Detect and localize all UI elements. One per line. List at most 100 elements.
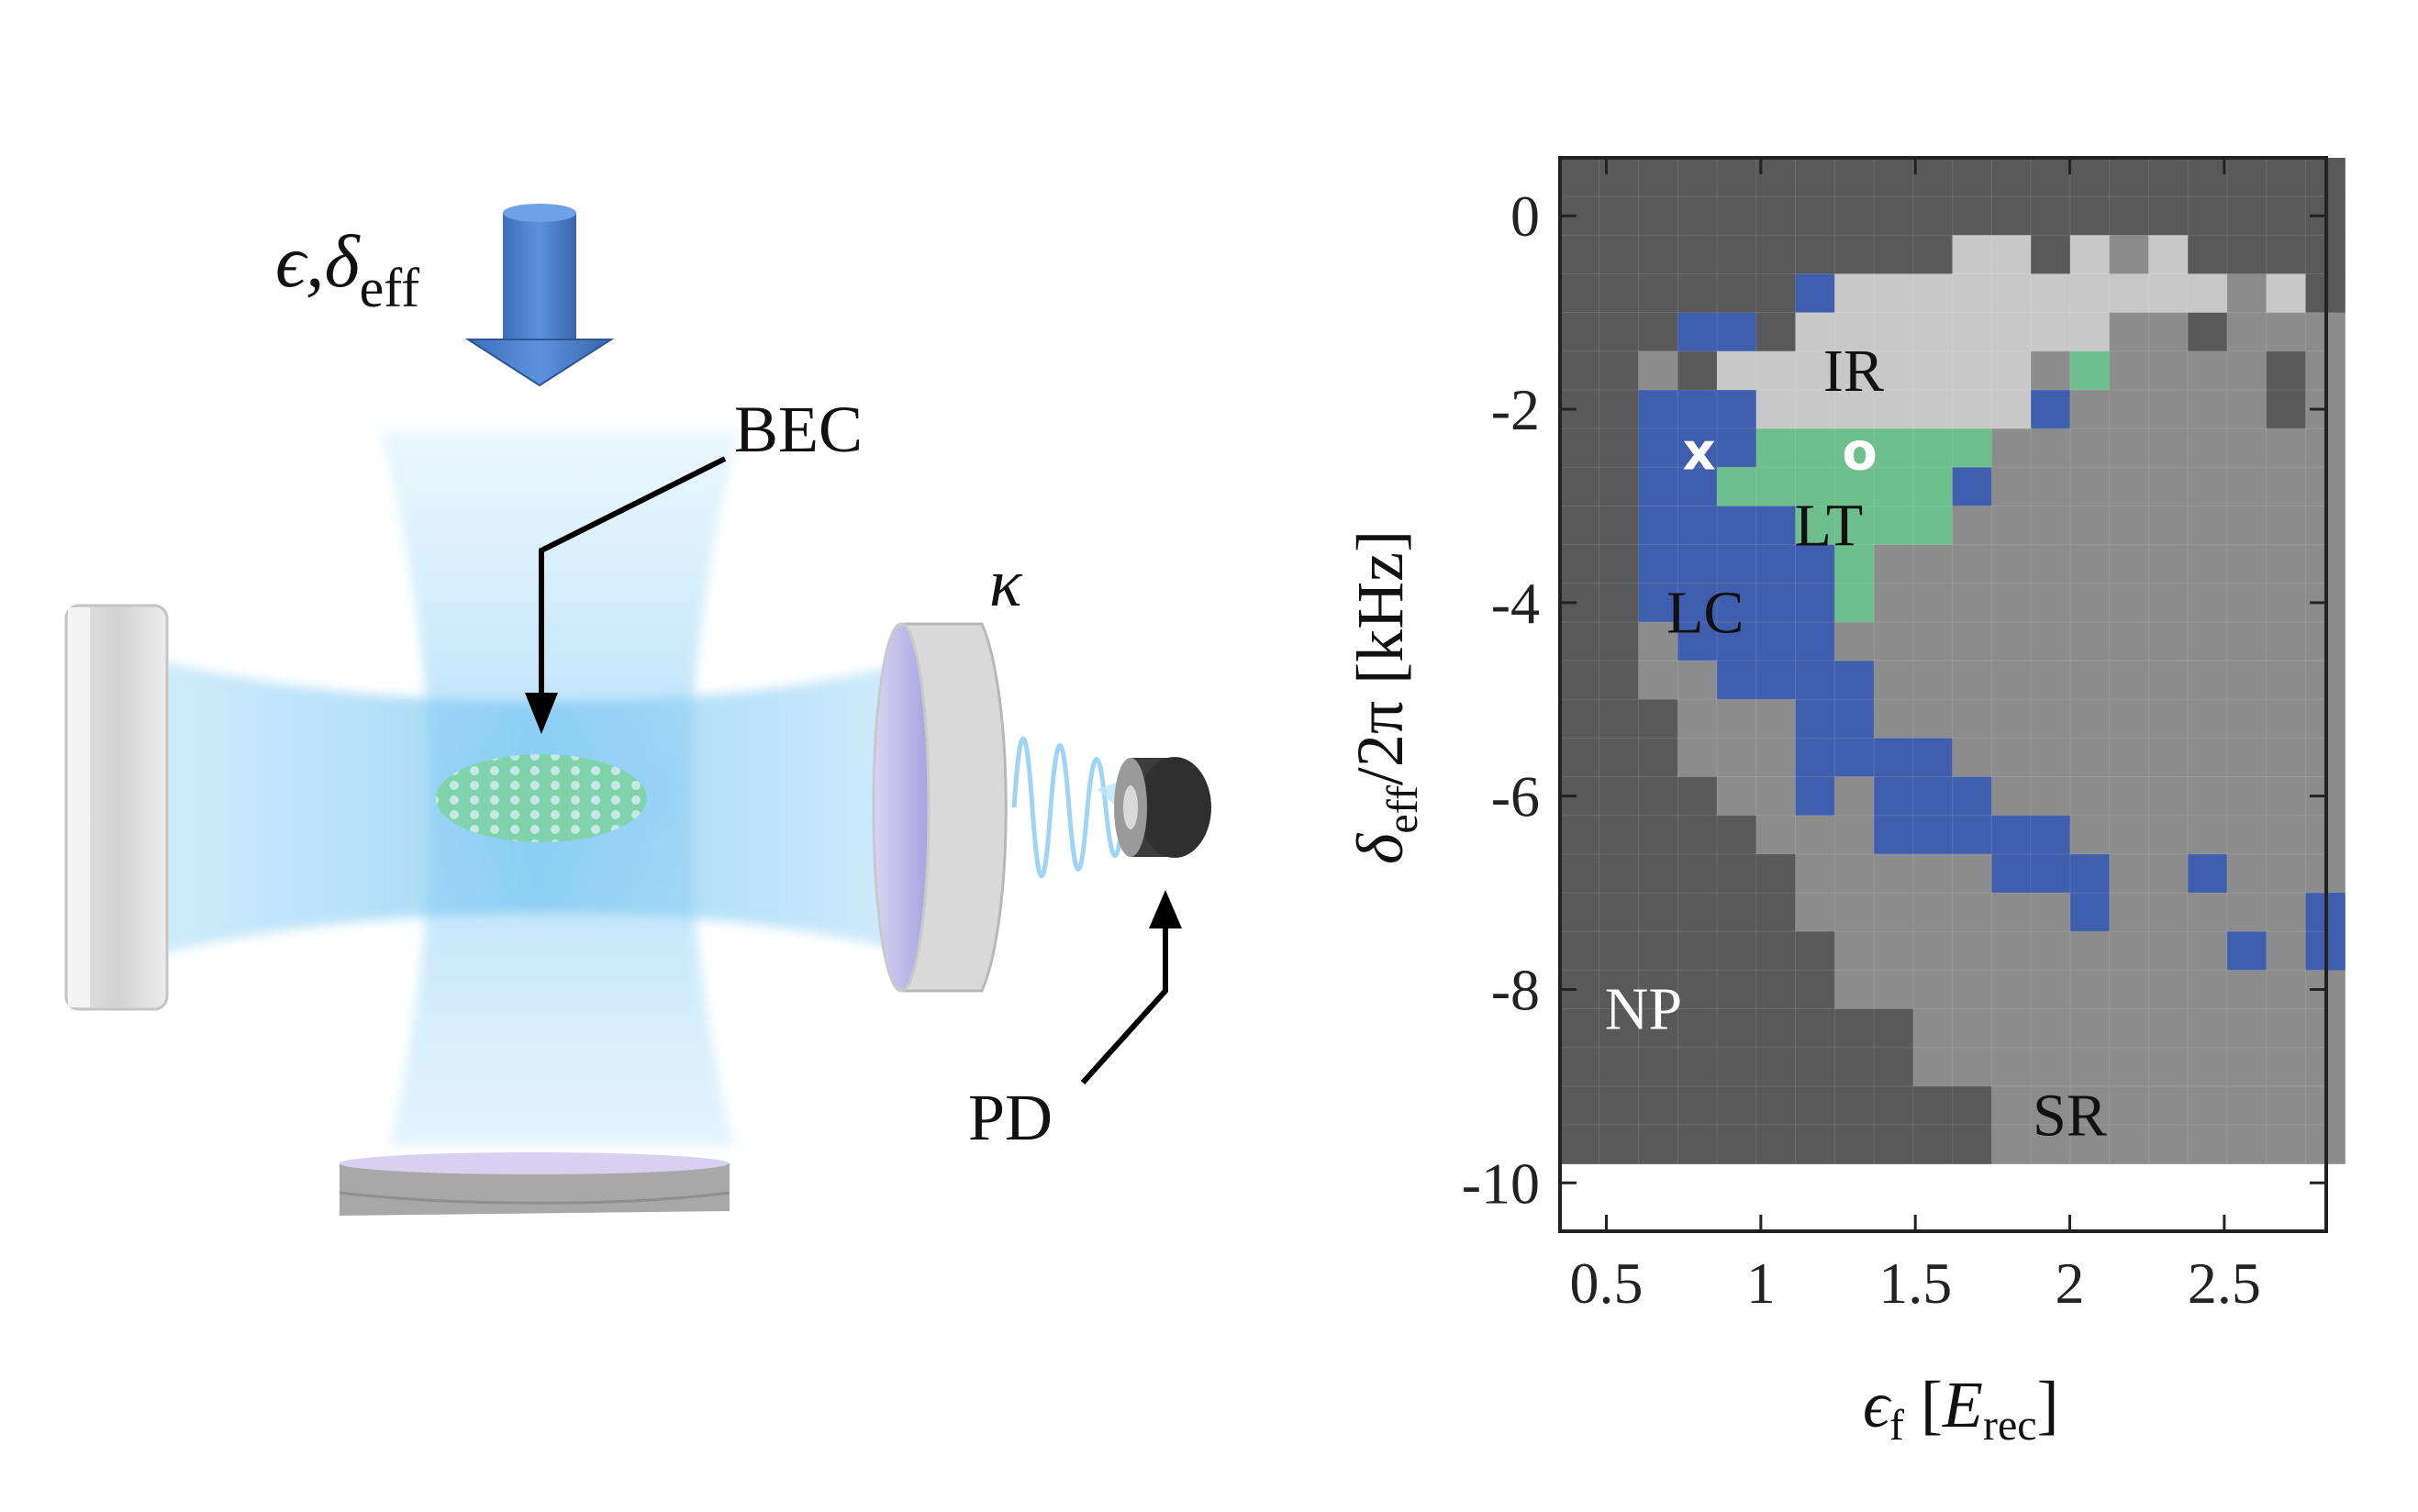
heatmap-cell-sr [2031,970,2071,1010]
heatmap-cell-ir [1952,273,1992,314]
heatmap-cell-np [1717,970,1757,1010]
heatmap-cell-sr [2031,1125,2071,1164]
heatmap-cell-np [1795,196,1835,236]
heatmap-cell-np [1560,158,1600,197]
x-tick-label: 1 [1746,1251,1776,1316]
heatmap-cell-sr [2148,970,2189,1010]
heatmap-cell-np [1599,699,1640,739]
heatmap-cell-np [1912,158,1954,197]
heatmap-cell-sr [1952,506,1992,546]
heatmap-cell-sr [2148,815,2189,855]
heatmap-cell-lc [1717,544,1757,584]
heatmap-cell-sr [2266,428,2307,468]
heatmap-cell-np [1874,1085,1914,1126]
heatmap-cell-lt [1952,428,1992,468]
heatmap-cell-ir [1795,312,1835,352]
heatmap-cell-np [1560,893,1600,932]
heatmap-cell-np [2226,235,2268,275]
heatmap-cell-np [1874,1047,1914,1087]
heatmap-cell-lt [1834,544,1875,584]
heatmap-cell-ir [1874,273,1914,314]
heatmap-cell-sr [2069,699,2111,739]
heatmap-cell-lc [1717,506,1757,546]
heatmap-cell-lc [1638,583,1678,623]
heatmap-cell-np [1560,1085,1600,1126]
heatmap-cell-np [2266,350,2307,391]
heatmap-cell-np [1599,235,1640,275]
heatmap-cell-np [1599,893,1640,932]
heatmap-cell-lc [1638,506,1678,546]
kappa-label: κ [989,546,1023,621]
heatmap-cell-lc [1677,583,1718,623]
heatmap-cell-np [1755,931,1797,972]
heatmap-cell-sr [1912,544,1954,584]
heatmap-cell-np [1599,428,1640,468]
heatmap-cell-sr [2031,428,2071,468]
heatmap-cell-sr [2031,467,2071,507]
heatmap-cell-lt [1912,428,1954,468]
heatmap-cell-ir [2069,312,2111,352]
heatmap-cell-np [2188,235,2228,275]
heatmap-cell-sr [2226,621,2268,662]
heatmap-cell-lt [1795,428,1835,468]
heatmap-cell-np [1599,621,1640,662]
heatmap-cell-sr [1874,661,1914,700]
heatmap-cell-np [2266,389,2307,429]
heatmap-cell-lc [1834,661,1875,700]
heatmap-cell-np [1991,196,2032,236]
region-label-ir: IR [1823,338,1884,405]
heatmap-cell-np [1717,235,1757,275]
heatmap-cell-sr [2031,1008,2071,1049]
heatmap-cell-sr [1912,931,1954,972]
heatmap-cell-ir [2031,273,2071,314]
heatmap-cell-sr [1912,1047,1954,1087]
heatmap-cell-sr [2226,350,2268,391]
x-tick-label: 1.5 [1878,1251,1952,1316]
y-tick-label: 0 [1510,183,1540,249]
heatmap-cell-np [1560,273,1600,314]
heatmap-cell-np [1638,853,1678,894]
heatmap-cell-np [1755,196,1797,236]
heatmap-cell-lc [1677,312,1718,352]
heatmap-cell-sr [1834,970,1875,1010]
heatmap-cell-lc [1717,621,1757,662]
heatmap-cell-np [2266,158,2307,197]
heatmap-cell-sr [2031,738,2071,778]
pd-label: PD [968,1081,1053,1154]
heatmap-cell-np [1991,158,2032,197]
heatmap-cell-sr [2148,853,2189,894]
heatmap-cell-np [1560,738,1600,778]
heatmap-cell-np [1560,235,1600,275]
heatmap-cell-sr [2188,699,2228,739]
x-tick-label: 2.5 [2188,1251,2261,1316]
heatmap-cell-np [1560,350,1600,391]
heatmap-cell-np [1717,853,1757,894]
heatmap-cell-sr [2031,350,2071,391]
heatmap-cell-ir [2069,273,2111,314]
heatmap-cell-ir [1874,350,1914,391]
heatmap-cell-ir [1952,312,1992,352]
pd-pointer-arrowhead [1149,890,1182,928]
heatmap-cell-sr [1991,776,2032,817]
heatmap-cell-np [1599,583,1640,623]
heatmap-cell-sr [2031,506,2071,546]
heatmap-cell-sr [1912,893,1954,932]
heatmap-cell-np [1755,1008,1797,1049]
heatmap-cell-np [1677,1085,1718,1126]
heatmap-cell-sr [2148,428,2189,468]
heatmap-cell-lc [1952,467,1992,507]
heatmap-cell-sr [2148,738,2189,778]
heatmap-cell-np [1560,506,1600,546]
heatmap-cell-sr [2148,467,2189,507]
heatmap-cell-sr [1991,1047,2032,1087]
heatmap-cell-sr [2266,661,2307,700]
heatmap-cell-lt [1834,583,1875,623]
heatmap-cell-sr [2069,428,2111,468]
heatmap-cell-lt [1834,467,1875,507]
heatmap-cell-sr [2266,893,2307,932]
heatmap-cell-lt [1912,506,1954,546]
heatmap-cell-sr [2188,1008,2228,1049]
heatmap-cell-lt [1912,467,1954,507]
heatmap-cell-sr [1717,699,1757,739]
